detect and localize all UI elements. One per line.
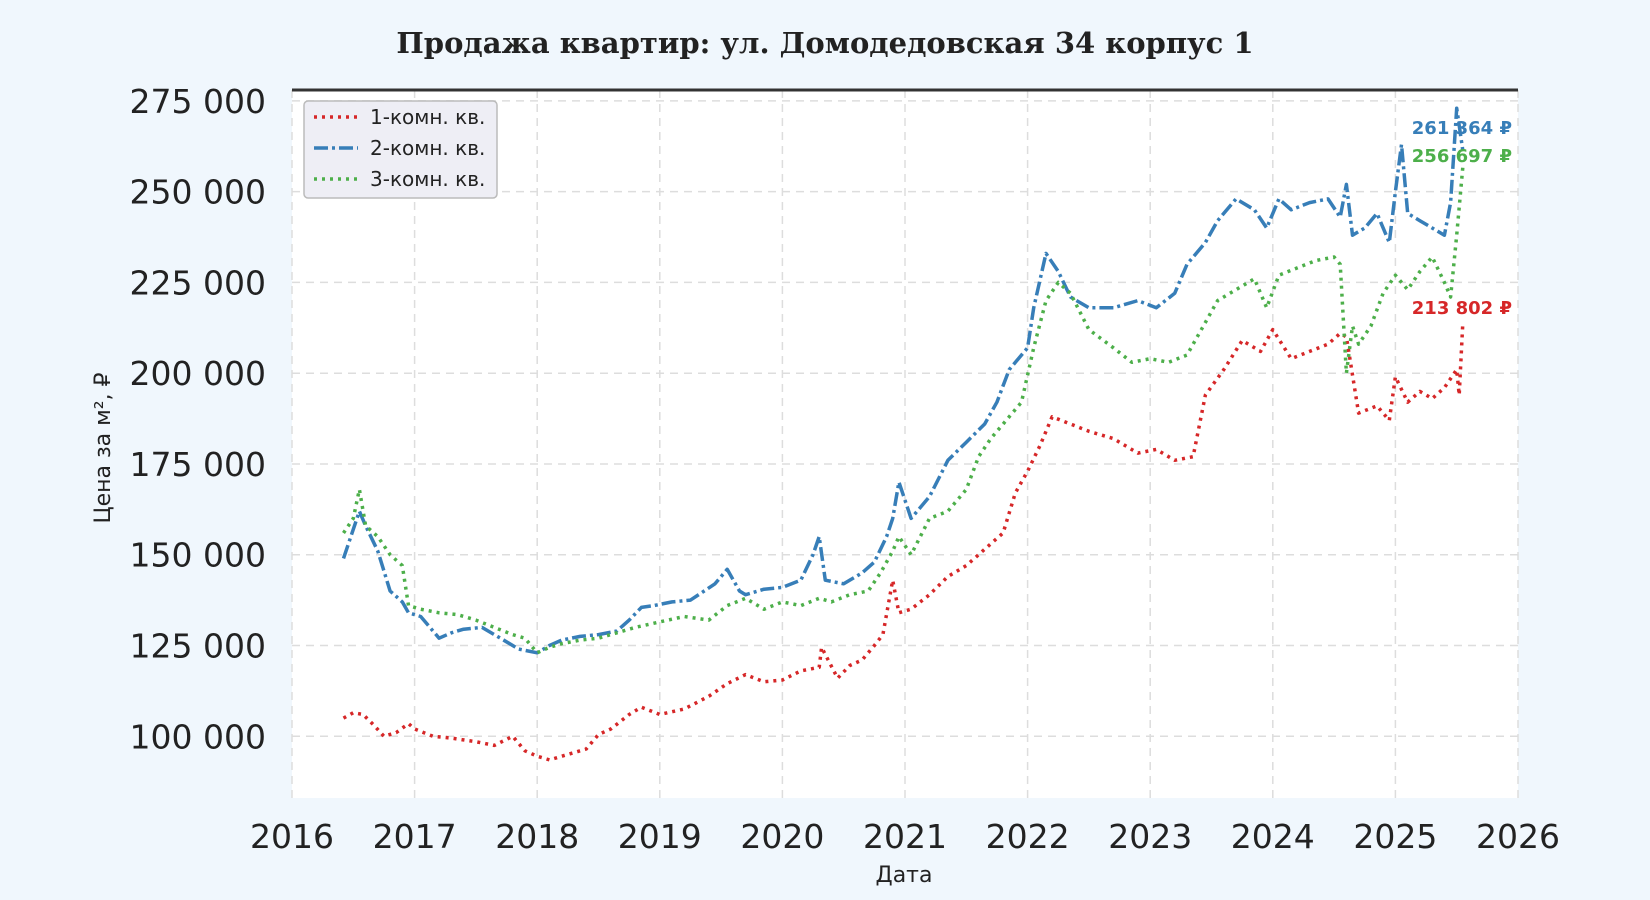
x-tick-label: 2017 [373,817,457,856]
end-labels: 213 802 ₽ 261 364 ₽ 256 697 ₽ [1412,118,1512,319]
chart-title: Продажа квартир: ул. Домодедовская 34 ко… [396,26,1253,60]
y-tick-label: 200 000 [130,354,266,393]
legend-box [303,100,498,199]
series-line-2room [341,106,1465,655]
y-tick-label: 125 000 [130,627,266,666]
x-tick-label: 2023 [1108,817,1192,856]
legend-label-2room: 2-комн. кв. [370,136,485,160]
x-axis-ticks: 2016 2017 2018 2019 2020 2021 2022 2023 2024 2025… [250,817,1560,856]
x-tick-label: 2019 [618,817,702,856]
grid [291,90,1519,798]
end-value-label: 256 697 ₽ [1412,146,1512,167]
y-tick-label: 275 000 [130,82,266,121]
y-axis-ticks: 100 000 125 000 150 000 175 000 200 000 225 0… [130,82,266,756]
y-tick-label: 100 000 [130,717,266,756]
legend-label-3room: 3-комн. кв. [370,167,485,191]
end-value-label: 261 364 ₽ [1412,118,1512,139]
y-tick-label: 225 000 [130,263,266,302]
x-tick-label: 2024 [1231,817,1315,856]
y-tick-label: 175 000 [130,445,266,484]
legend-label-1room: 1-комн. кв. [370,105,485,129]
x-tick-label: 2025 [1353,817,1437,856]
x-tick-label: 2026 [1476,817,1560,856]
end-value-label: 213 802 ₽ [1412,298,1512,319]
y-tick-label: 150 000 [130,536,266,575]
x-tick-label: 2020 [740,817,824,856]
x-tick-label: 2022 [986,817,1070,856]
series-layer [341,106,1465,762]
y-tick-label: 250 000 [130,173,266,212]
x-tick-label: 2016 [250,817,334,856]
x-tick-label: 2021 [863,817,947,856]
y-axis-label: Цена за м², ₽ [91,372,116,523]
x-tick-label: 2018 [495,817,579,856]
x-axis-label: Дата [876,863,933,888]
legend: 1-комн. кв. 2-комн. кв. 3-комн. кв. [303,100,498,199]
